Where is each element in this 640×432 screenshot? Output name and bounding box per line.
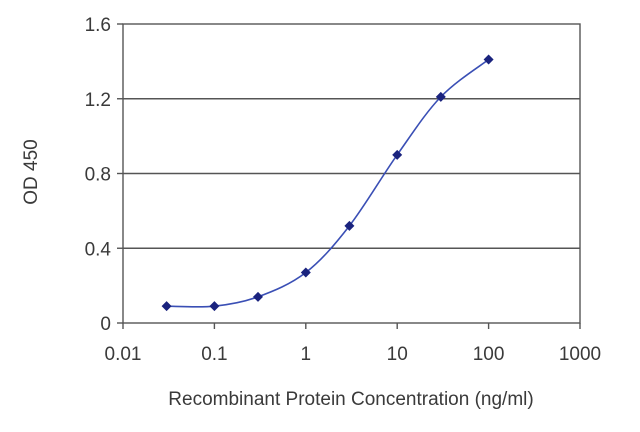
x-tick-label: 10 [387, 344, 408, 365]
data-point [392, 149, 403, 160]
y-tick-label: 0 [100, 314, 111, 335]
y-tick-label: 0.8 [85, 165, 111, 186]
data-point [253, 291, 264, 302]
x-tick-label: 1 [301, 344, 312, 365]
data-point [483, 54, 494, 65]
x-tick-label: 100 [473, 344, 505, 365]
y-tick-label: 1.6 [85, 15, 111, 36]
x-tick-label: 0.1 [201, 344, 227, 365]
label-layer: 0 0.4 0.8 1.2 1.6 0.01 0.1 1 10 100 1000 [85, 15, 602, 365]
axis-layer [117, 23, 581, 329]
x-tick-label: 1000 [559, 344, 601, 365]
y-axis-label: OD 450 [21, 139, 42, 204]
data-point [344, 220, 355, 231]
series-layer [161, 54, 494, 312]
series-line [166, 58, 490, 308]
data-point [300, 267, 311, 278]
grid-layer [123, 98, 580, 249]
data-point [209, 301, 220, 312]
y-tick-label: 0.4 [85, 239, 112, 260]
data-point [161, 301, 172, 312]
x-axis-label: Recombinant Protein Concentration (ng/ml… [168, 389, 533, 410]
x-tick-label: 0.01 [105, 344, 142, 365]
y-tick-label: 1.2 [85, 90, 111, 111]
data-point [435, 91, 446, 102]
